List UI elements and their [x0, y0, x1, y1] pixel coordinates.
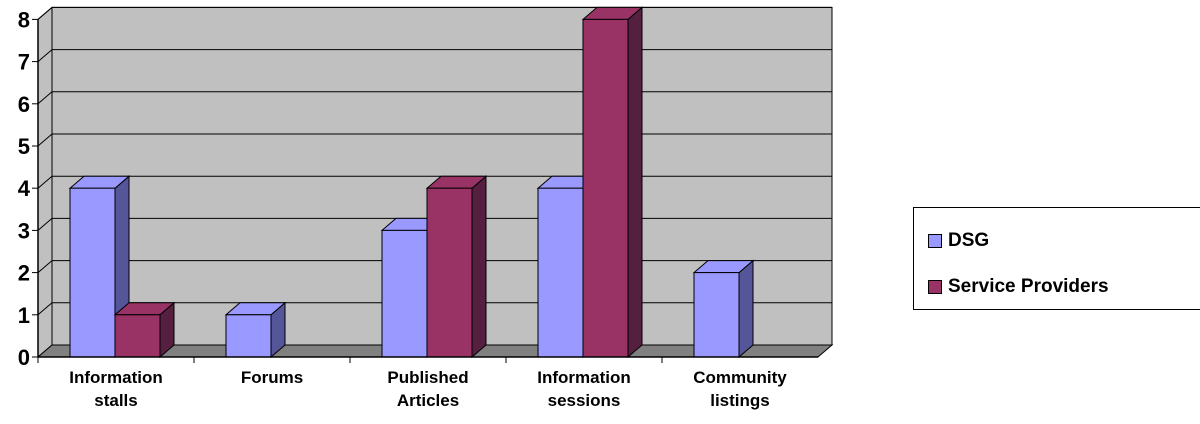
- gridline-side: [37, 49, 53, 62]
- axes: [32, 18, 818, 363]
- gridline-side: [37, 91, 53, 105]
- gridline-side: [37, 260, 53, 273]
- x-tick-label: Information sessions: [537, 368, 631, 410]
- y-tick-label: 5: [18, 134, 30, 159]
- bar-service-providers: [581, 6, 644, 359]
- gridline-side: [37, 7, 53, 20]
- x-tick-label: Published Articles: [387, 368, 468, 410]
- x-tick-labels: Information stalls Forums Published Articles…: [69, 368, 787, 410]
- legend-swatch-dsg: [928, 234, 942, 248]
- x-tick-label: Information stalls: [69, 368, 163, 410]
- bar-service-providers: [113, 301, 176, 359]
- legend-label-service-providers: Service Providers: [948, 276, 1109, 297]
- gridline-side: [37, 133, 53, 147]
- gridline-side: [37, 175, 53, 189]
- y-tick-label: 3: [18, 218, 30, 243]
- legend-item-dsg: DSG: [928, 230, 989, 252]
- gridline-side: [37, 218, 53, 231]
- bar-dsg: [224, 301, 287, 359]
- y-tick-label: 7: [18, 50, 30, 75]
- legend-label-dsg: DSG: [948, 230, 990, 251]
- y-tick-label: 4: [18, 176, 31, 201]
- y-tick-label: 2: [18, 261, 30, 286]
- legend-item-service-providers: Service Providers: [928, 276, 1109, 298]
- x-tick-label: Community listings: [693, 368, 787, 410]
- bar-dsg: [692, 259, 755, 359]
- y-tick-label: 6: [18, 92, 30, 117]
- legend-swatch-service-providers: [928, 280, 942, 294]
- y-tick-label: 1: [18, 303, 30, 328]
- gridline-side: [37, 302, 53, 316]
- x-tick-label: Forums: [241, 368, 303, 387]
- y-tick-labels: 0 1 2 3 4 5 6 7 8: [18, 7, 31, 370]
- y-tick-label: 8: [18, 7, 30, 32]
- y-tick-label: 0: [18, 345, 30, 370]
- bars: [68, 6, 755, 359]
- bar-service-providers: [425, 175, 488, 359]
- legend: DSG Service Providers: [913, 207, 1200, 310]
